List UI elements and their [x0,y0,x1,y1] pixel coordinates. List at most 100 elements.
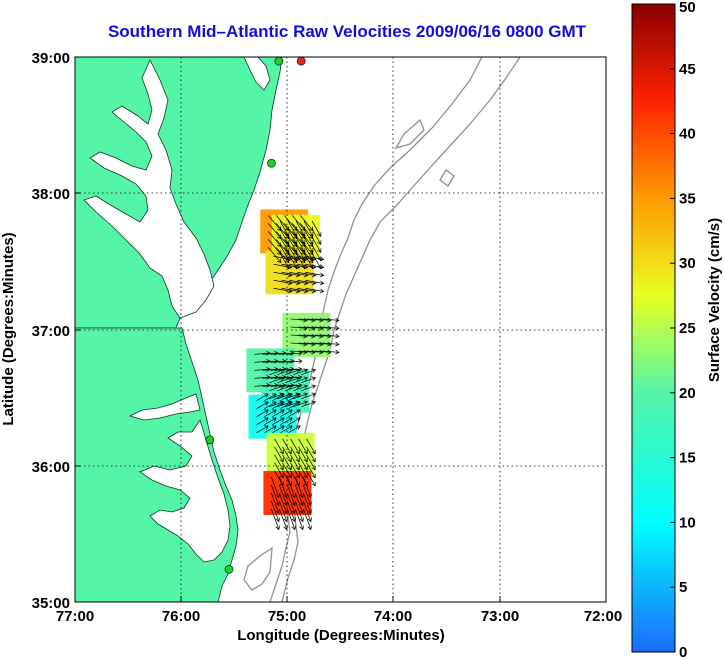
x-tick-label: 72:00 [584,608,622,625]
velocity-arrowhead [264,401,269,406]
velocity-arrow [291,215,306,231]
velocity-arrow [256,393,269,402]
radar-station-marker [205,435,215,445]
velocity-arrowhead [327,325,332,331]
velocity-arrow [311,220,322,237]
velocity-arrowhead [307,493,312,499]
velocity-arrow [280,425,293,434]
velocity-arrowhead [303,400,309,405]
velocity-arrow [279,244,290,261]
velocity-arrowhead [319,272,325,278]
velocity-arrowhead [319,256,325,262]
velocity-arrow [293,377,308,384]
velocity-arrow [303,492,312,514]
colorbar-tick-label: 20 [679,385,696,402]
velocity-arrow [303,500,312,522]
velocity-arrowhead [272,393,277,398]
velocity-arrowhead [311,384,317,389]
velocity-arrow [283,239,298,255]
velocity-arrow [274,438,284,454]
colorbar [631,3,676,653]
radar-station-marker [224,564,234,574]
velocity-arrowhead [299,525,304,531]
velocity-arrow [272,393,285,402]
velocity-arrowhead [275,509,280,515]
velocity-arrow [267,231,282,247]
velocity-arrow [281,279,300,284]
x-tick-label: 76:00 [162,608,200,625]
velocity-arrow [285,377,300,384]
velocity-arrow [270,368,286,371]
velocity-arrowhead [303,368,309,373]
velocity-arrow [278,384,294,387]
velocity-arrow [286,368,302,371]
velocity-arrow [322,342,339,345]
velocity-vectors [254,215,340,531]
velocity-arrow [279,236,290,253]
velocity-arrowhead [309,240,314,245]
velocity-arrow [254,360,270,363]
velocity-arrowhead [279,449,284,455]
velocity-arrow [275,239,290,255]
velocity-arrow [264,393,277,402]
velocity-arrow [283,231,298,247]
velocity-arrow [314,334,331,337]
velocity-arrow [280,409,293,418]
x-axis-label: Longitude (Degrees:Minutes) [237,627,445,644]
colorbar-label: Surface Velocity (cm/s) [706,218,723,382]
velocity-arrow [273,255,292,260]
velocity-arrow [311,244,322,261]
velocity-arrow [272,417,285,426]
velocity-arrow [298,334,315,337]
velocity-arrow [280,417,293,426]
velocity-arrow [306,454,316,470]
velocity-arrowhead [279,473,284,479]
velocity-arrowhead [279,368,285,373]
velocity-arrow [306,446,316,462]
velocity-arrow [297,263,316,268]
velocity-arrow [271,500,280,522]
velocity-arrowhead [291,525,296,531]
velocity-arrow [301,369,316,376]
velocity-arrow [293,369,308,376]
velocity-arrowhead [311,349,316,355]
velocity-arrow [279,492,288,514]
velocity-arrow [281,255,300,260]
velocity-arrowhead [303,392,309,397]
velocity-arrowhead [311,341,316,347]
velocity-arrowhead [290,382,295,388]
velocity-arrowhead [287,481,292,487]
velocity-arrow [256,417,269,426]
velocity-arrowhead [285,232,290,237]
velocity-arrow [272,425,285,434]
velocity-arrow [322,318,339,321]
velocity-arrowhead [335,349,340,355]
velocity-arrow [271,484,280,506]
velocity-arrow [298,350,315,353]
velocity-arrowhead [303,457,308,463]
y-axis-label: Latitude (Degrees:Minutes) [0,232,17,425]
velocity-arrow [290,326,307,329]
velocity-arrowhead [295,473,300,479]
velocity-arrowhead [335,341,340,347]
velocity-arrow [270,384,286,387]
velocity-arrowhead [296,409,301,414]
velocity-arrowhead [275,517,280,523]
velocity-arrow [285,385,300,392]
velocity-arrow [256,409,269,418]
colorbar-tick-label: 10 [679,514,696,531]
velocity-arrowhead [319,280,325,286]
velocity-arrow [298,446,308,462]
velocity-arrow [262,360,278,363]
velocity-arrowhead [295,465,300,471]
velocity-arrow [286,352,302,355]
velocity-arrowhead [280,417,285,422]
velocity-arrowhead [291,501,296,507]
velocity-arrow [290,342,307,345]
velocity-arrow [282,438,292,454]
velocity-arrow [281,287,300,292]
velocity-arrow [277,385,292,392]
colorbar-tick-label: 30 [679,255,696,272]
grid [75,57,606,602]
velocity-arrow [256,425,269,434]
